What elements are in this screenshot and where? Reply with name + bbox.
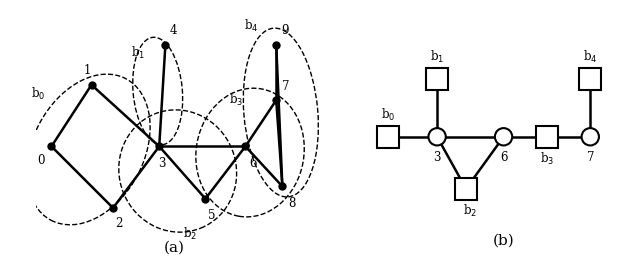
Text: 7: 7 [586,150,594,163]
Text: 4: 4 [170,24,177,37]
Text: 2: 2 [116,217,123,230]
Text: 5: 5 [208,209,215,222]
Text: 8: 8 [288,197,295,210]
Text: b$_4$: b$_4$ [583,49,598,65]
Text: 3: 3 [433,150,441,163]
Bar [536,126,558,148]
Text: b$_2$: b$_2$ [183,226,197,242]
Text: (a): (a) [164,241,185,255]
Text: b$_0$: b$_0$ [381,107,395,123]
Text: b$_0$: b$_0$ [31,86,45,102]
Text: b$_1$: b$_1$ [131,45,145,61]
Circle shape [428,128,446,145]
Text: 1: 1 [83,64,91,78]
Circle shape [582,128,599,145]
Text: 7: 7 [282,80,289,93]
Text: b$_1$: b$_1$ [430,49,444,65]
Bar [579,68,601,90]
Text: 3: 3 [159,157,166,170]
Text: 6: 6 [250,157,257,170]
Bar [455,178,477,200]
Text: 0: 0 [37,154,44,167]
Text: b$_2$: b$_2$ [463,203,477,219]
Circle shape [495,128,512,145]
Text: (b): (b) [493,234,515,248]
Bar [426,68,448,90]
Text: b$_3$: b$_3$ [540,150,554,166]
Bar [377,126,399,148]
Text: 9: 9 [282,24,289,37]
Text: 6: 6 [500,150,508,163]
Text: b$_4$: b$_4$ [244,18,259,34]
Text: b$_3$: b$_3$ [229,92,243,108]
